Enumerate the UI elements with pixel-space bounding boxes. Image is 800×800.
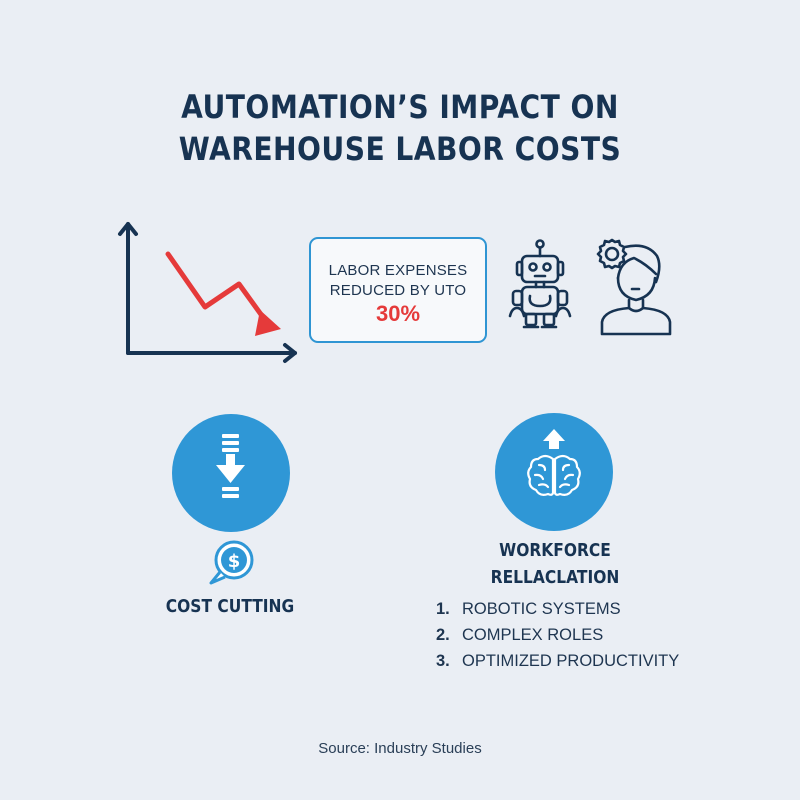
arrow-down-icon [216, 434, 245, 498]
person-with-gear-icon [596, 238, 672, 336]
robot-icon [508, 239, 572, 329]
downward-trend-chart-icon [118, 222, 297, 363]
list-item: 3. OPTIMIZED PRODUCTIVITY [436, 648, 679, 674]
workforce-heading: WORKFORCE RELLACLATION [456, 537, 654, 591]
stat-line-1: LABOR EXPENSES [328, 262, 468, 279]
list-item-number: 3. [436, 652, 450, 670]
cost-cutting-circle [172, 414, 290, 532]
list-item-label: ROBOTIC SYSTEMS [462, 600, 621, 618]
list-item-label: COMPLEX ROLES [462, 626, 604, 644]
list-item: 1. ROBOTIC SYSTEMS [436, 596, 679, 622]
workforce-circle [495, 413, 613, 531]
brain-with-arrow-up-icon [527, 429, 581, 496]
dollar-chat-bubble-icon: $ [209, 540, 254, 585]
list-item-number: 1. [436, 600, 450, 618]
stat-box: LABOR EXPENSES REDUCED BY UTO 30% [309, 237, 487, 343]
gear-icon [596, 238, 628, 270]
stat-value: 30% [375, 301, 421, 326]
svg-text:$: $ [228, 551, 241, 572]
title-line-2: WAREHOUSE LABOR COSTS [178, 130, 622, 168]
benefit-list: 1. ROBOTIC SYSTEMS 2. COMPLEX ROLES 3. OPTI… [436, 596, 679, 674]
list-item-label: OPTIMIZED PRODUCTIVITY [462, 652, 680, 670]
stat-line-2: REDUCED BY UTO [329, 282, 467, 299]
list-item-number: 2. [436, 626, 450, 644]
cost-cutting-heading: COST CUTTING [165, 596, 295, 617]
workforce-heading-line-2: RELLACLATION [490, 567, 620, 588]
page-title: AUTOMATION’S IMPACT ON WAREHOUSE LABOR C… [48, 86, 752, 170]
workforce-heading-line-1: WORKFORCE [499, 540, 611, 561]
title-line-1: AUTOMATION’S IMPACT ON [181, 88, 619, 126]
list-item: 2. COMPLEX ROLES [436, 622, 679, 648]
source-citation: Source: Industry Studies [318, 740, 482, 757]
